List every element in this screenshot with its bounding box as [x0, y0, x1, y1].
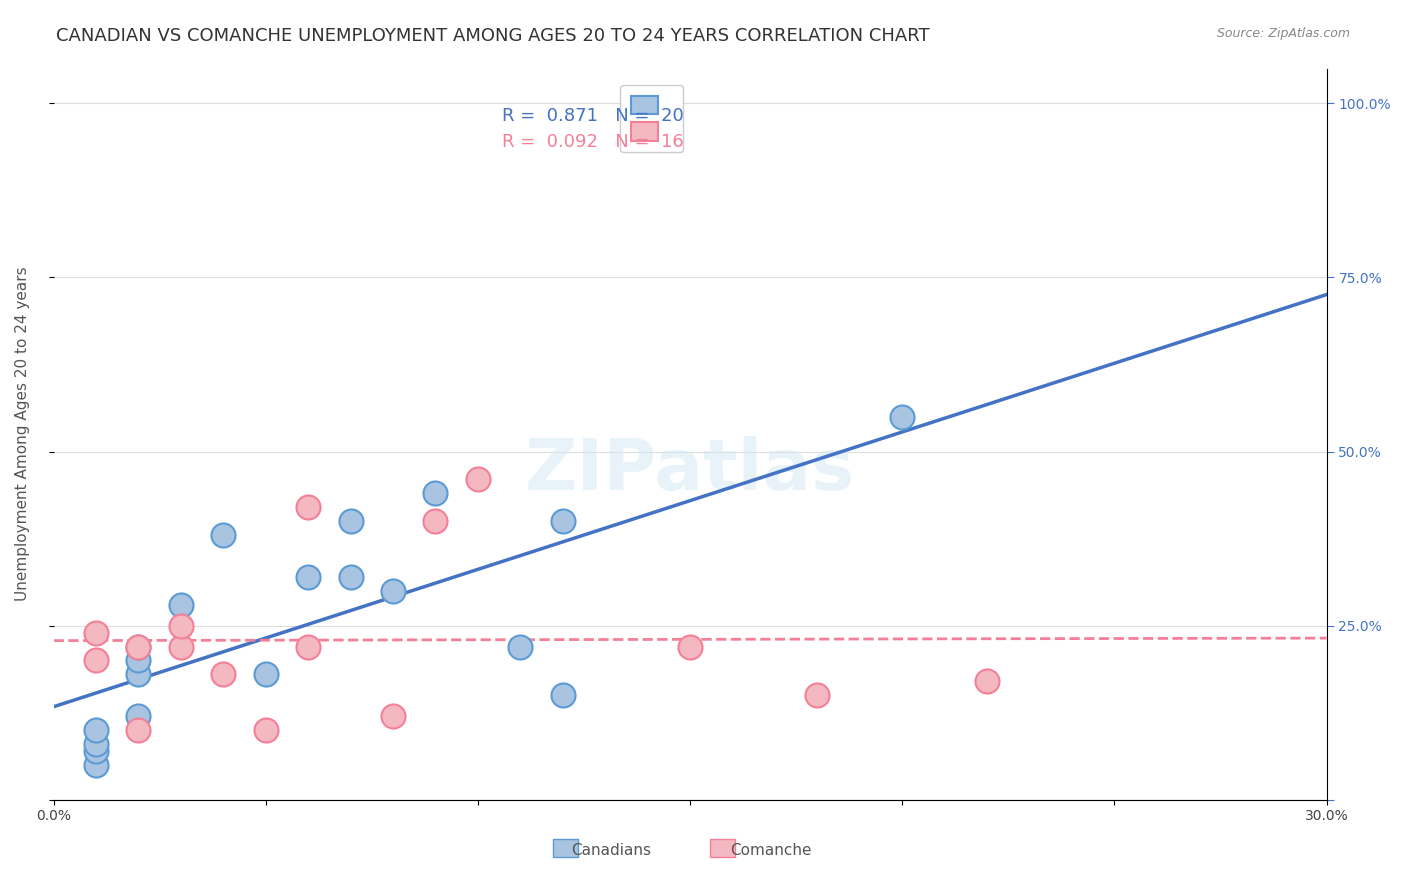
Point: [297, 500, 319, 515]
Point: [127, 653, 149, 667]
Point: [339, 570, 361, 584]
Text: ZIPatlas: ZIPatlas: [524, 436, 855, 505]
Point: [806, 688, 828, 702]
Point: [84, 723, 107, 738]
Point: [212, 528, 235, 542]
Point: [84, 625, 107, 640]
Y-axis label: Unemployment Among Ages 20 to 24 years: Unemployment Among Ages 20 to 24 years: [15, 267, 30, 601]
Point: [254, 667, 277, 681]
Point: [170, 640, 193, 654]
Point: [84, 758, 107, 772]
Point: [467, 472, 489, 486]
Point: [551, 688, 574, 702]
Text: CANADIAN VS COMANCHE UNEMPLOYMENT AMONG AGES 20 TO 24 YEARS CORRELATION CHART: CANADIAN VS COMANCHE UNEMPLOYMENT AMONG …: [56, 27, 929, 45]
Point: [425, 514, 447, 528]
Legend: , : ,: [620, 85, 683, 153]
Point: [551, 514, 574, 528]
Text: Source: ZipAtlas.com: Source: ZipAtlas.com: [1216, 27, 1350, 40]
Text: Canadians: Canadians: [572, 843, 651, 858]
FancyBboxPatch shape: [710, 839, 735, 857]
Point: [127, 709, 149, 723]
Point: [84, 737, 107, 751]
Point: [127, 723, 149, 738]
Point: [84, 744, 107, 758]
Text: R =  0.092   N =  16: R = 0.092 N = 16: [502, 133, 683, 151]
Point: [297, 640, 319, 654]
Point: [127, 640, 149, 654]
Point: [297, 570, 319, 584]
Point: [254, 723, 277, 738]
Point: [212, 667, 235, 681]
Text: Comanche: Comanche: [730, 843, 811, 858]
Text: R =  0.871   N =  20: R = 0.871 N = 20: [502, 107, 683, 125]
Point: [170, 598, 193, 612]
Point: [679, 640, 702, 654]
Point: [976, 674, 998, 689]
Point: [127, 640, 149, 654]
Point: [127, 667, 149, 681]
Point: [382, 709, 405, 723]
Point: [84, 653, 107, 667]
Point: [170, 618, 193, 632]
FancyBboxPatch shape: [553, 839, 578, 857]
Point: [339, 514, 361, 528]
Point: [891, 409, 914, 424]
Point: [382, 583, 405, 598]
Point: [425, 486, 447, 500]
Point: [509, 640, 531, 654]
